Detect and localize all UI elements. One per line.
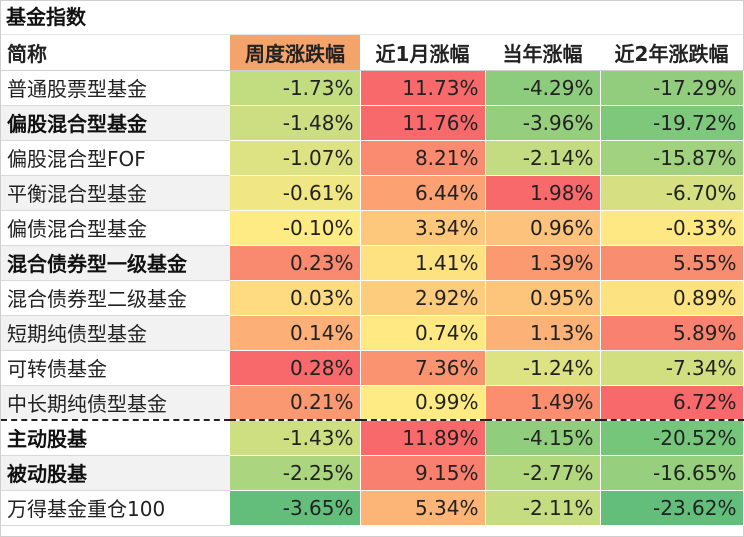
- two-year-change-cell: 5.55%: [600, 245, 744, 281]
- two-year-change-cell: -7.34%: [600, 350, 744, 386]
- month-change-cell: 6.44%: [360, 175, 486, 211]
- week-change-cell: -1.73%: [230, 70, 361, 106]
- week-change-cell: -1.07%: [230, 140, 361, 176]
- ytd-change-cell: 1.49%: [485, 385, 601, 421]
- two-year-change-cell: 6.72%: [600, 385, 744, 421]
- table-title: 基金指数: [1, 1, 743, 35]
- row-name: 主动股基: [1, 419, 230, 456]
- ytd-change-cell: 1.39%: [485, 245, 601, 281]
- week-change-cell: -2.25%: [230, 455, 361, 491]
- row-name: 混合债券型二级基金: [1, 280, 230, 316]
- month-change-cell: 11.76%: [360, 105, 486, 141]
- month-change-cell: 2.92%: [360, 280, 486, 316]
- week-change-cell: 0.14%: [230, 315, 361, 351]
- table-body: 普通股票型基金 -1.73% 11.73% -4.29% -17.29% 偏股混合型基金 -…: [1, 70, 744, 526]
- row-name: 平衡混合型基金: [1, 175, 230, 211]
- table-row: 混合债券型一级基金 0.23% 1.41% 1.39% 5.55%: [1, 245, 744, 281]
- table-row: 主动股基 -1.43% 11.89% -4.15% -20.52%: [1, 419, 744, 456]
- header-name[interactable]: 简称: [1, 35, 230, 71]
- month-change-cell: 7.36%: [360, 350, 486, 386]
- two-year-change-cell: 0.89%: [600, 280, 744, 316]
- week-change-cell: 0.03%: [230, 280, 361, 316]
- header-ytd-change[interactable]: 当年涨幅: [485, 35, 600, 71]
- table-row: 中长期纯债型基金 0.21% 0.99% 1.49% 6.72%: [1, 385, 744, 421]
- month-change-cell: 3.34%: [360, 210, 486, 246]
- table-row: 偏股混合型FOF -1.07% 8.21% -2.14% -15.87%: [1, 140, 744, 176]
- two-year-change-cell: -15.87%: [600, 140, 744, 176]
- week-change-cell: -0.10%: [230, 210, 361, 246]
- ytd-change-cell: 0.95%: [485, 280, 601, 316]
- ytd-change-cell: -2.11%: [485, 489, 601, 526]
- ytd-change-cell: 1.13%: [485, 315, 601, 351]
- header-week-change[interactable]: 周度涨跌幅: [230, 35, 360, 71]
- ytd-change-cell: -2.77%: [485, 455, 601, 491]
- ytd-change-cell: 1.98%: [485, 175, 601, 211]
- week-change-cell: 0.21%: [230, 385, 361, 421]
- table-row: 混合债券型二级基金 0.03% 2.92% 0.95% 0.89%: [1, 280, 744, 316]
- table-row: 平衡混合型基金 -0.61% 6.44% 1.98% -6.70%: [1, 175, 744, 211]
- week-change-cell: -1.43%: [230, 419, 361, 456]
- header-month-change[interactable]: 近1月涨幅: [360, 35, 485, 71]
- week-change-cell: -3.65%: [230, 489, 361, 526]
- table-row: 被动股基 -2.25% 9.15% -2.77% -16.65%: [1, 455, 744, 491]
- two-year-change-cell: -23.62%: [600, 489, 744, 526]
- month-change-cell: 1.41%: [360, 245, 486, 281]
- ytd-change-cell: -1.24%: [485, 350, 601, 386]
- header-2y-change[interactable]: 近2年涨跌幅: [600, 35, 743, 71]
- month-change-cell: 8.21%: [360, 140, 486, 176]
- row-name: 普通股票型基金: [1, 70, 230, 106]
- two-year-change-cell: -0.33%: [600, 210, 744, 246]
- month-change-cell: 9.15%: [360, 455, 486, 491]
- month-change-cell: 0.99%: [360, 385, 486, 421]
- week-change-cell: 0.23%: [230, 245, 361, 281]
- row-name: 被动股基: [1, 455, 230, 491]
- table-row: 偏股混合型基金 -1.48% 11.76% -3.96% -19.72%: [1, 105, 744, 141]
- table-row: 万得基金重仓100 -3.65% 5.34% -2.11% -23.62%: [1, 489, 744, 526]
- row-name: 混合债券型一级基金: [1, 245, 230, 281]
- table-row: 短期纯债型基金 0.14% 0.74% 1.13% 5.89%: [1, 315, 744, 351]
- ytd-change-cell: 0.96%: [485, 210, 601, 246]
- month-change-cell: 11.89%: [360, 419, 486, 456]
- ytd-change-cell: -2.14%: [485, 140, 601, 176]
- two-year-change-cell: 5.89%: [600, 315, 744, 351]
- row-name: 偏股混合型FOF: [1, 140, 230, 176]
- week-change-cell: 0.28%: [230, 350, 361, 386]
- month-change-cell: 11.73%: [360, 70, 486, 106]
- ytd-change-cell: -4.29%: [485, 70, 601, 106]
- two-year-change-cell: -20.52%: [600, 419, 744, 456]
- row-name: 偏债混合型基金: [1, 210, 230, 246]
- ytd-change-cell: -4.15%: [485, 419, 601, 456]
- ytd-change-cell: -3.96%: [485, 105, 601, 141]
- month-change-cell: 5.34%: [360, 489, 486, 526]
- row-name: 偏股混合型基金: [1, 105, 230, 141]
- header-row: 简称 周度涨跌幅 近1月涨幅 当年涨幅 近2年涨跌幅: [1, 35, 743, 71]
- two-year-change-cell: -17.29%: [600, 70, 744, 106]
- table-row: 偏债混合型基金 -0.10% 3.34% 0.96% -0.33%: [1, 210, 744, 246]
- fund-index-table: 简称 周度涨跌幅 近1月涨幅 当年涨幅 近2年涨跌幅 普通股票型基金 -1.73%…: [1, 35, 744, 526]
- two-year-change-cell: -6.70%: [600, 175, 744, 211]
- table-row: 可转债基金 0.28% 7.36% -1.24% -7.34%: [1, 350, 744, 386]
- week-change-cell: -0.61%: [230, 175, 361, 211]
- row-name: 短期纯债型基金: [1, 315, 230, 351]
- two-year-change-cell: -19.72%: [600, 105, 744, 141]
- two-year-change-cell: -16.65%: [600, 455, 744, 491]
- row-name: 中长期纯债型基金: [1, 385, 230, 421]
- row-name: 万得基金重仓100: [1, 489, 230, 526]
- month-change-cell: 0.74%: [360, 315, 486, 351]
- row-name: 可转债基金: [1, 350, 230, 386]
- week-change-cell: -1.48%: [230, 105, 361, 141]
- table-row: 普通股票型基金 -1.73% 11.73% -4.29% -17.29%: [1, 70, 744, 106]
